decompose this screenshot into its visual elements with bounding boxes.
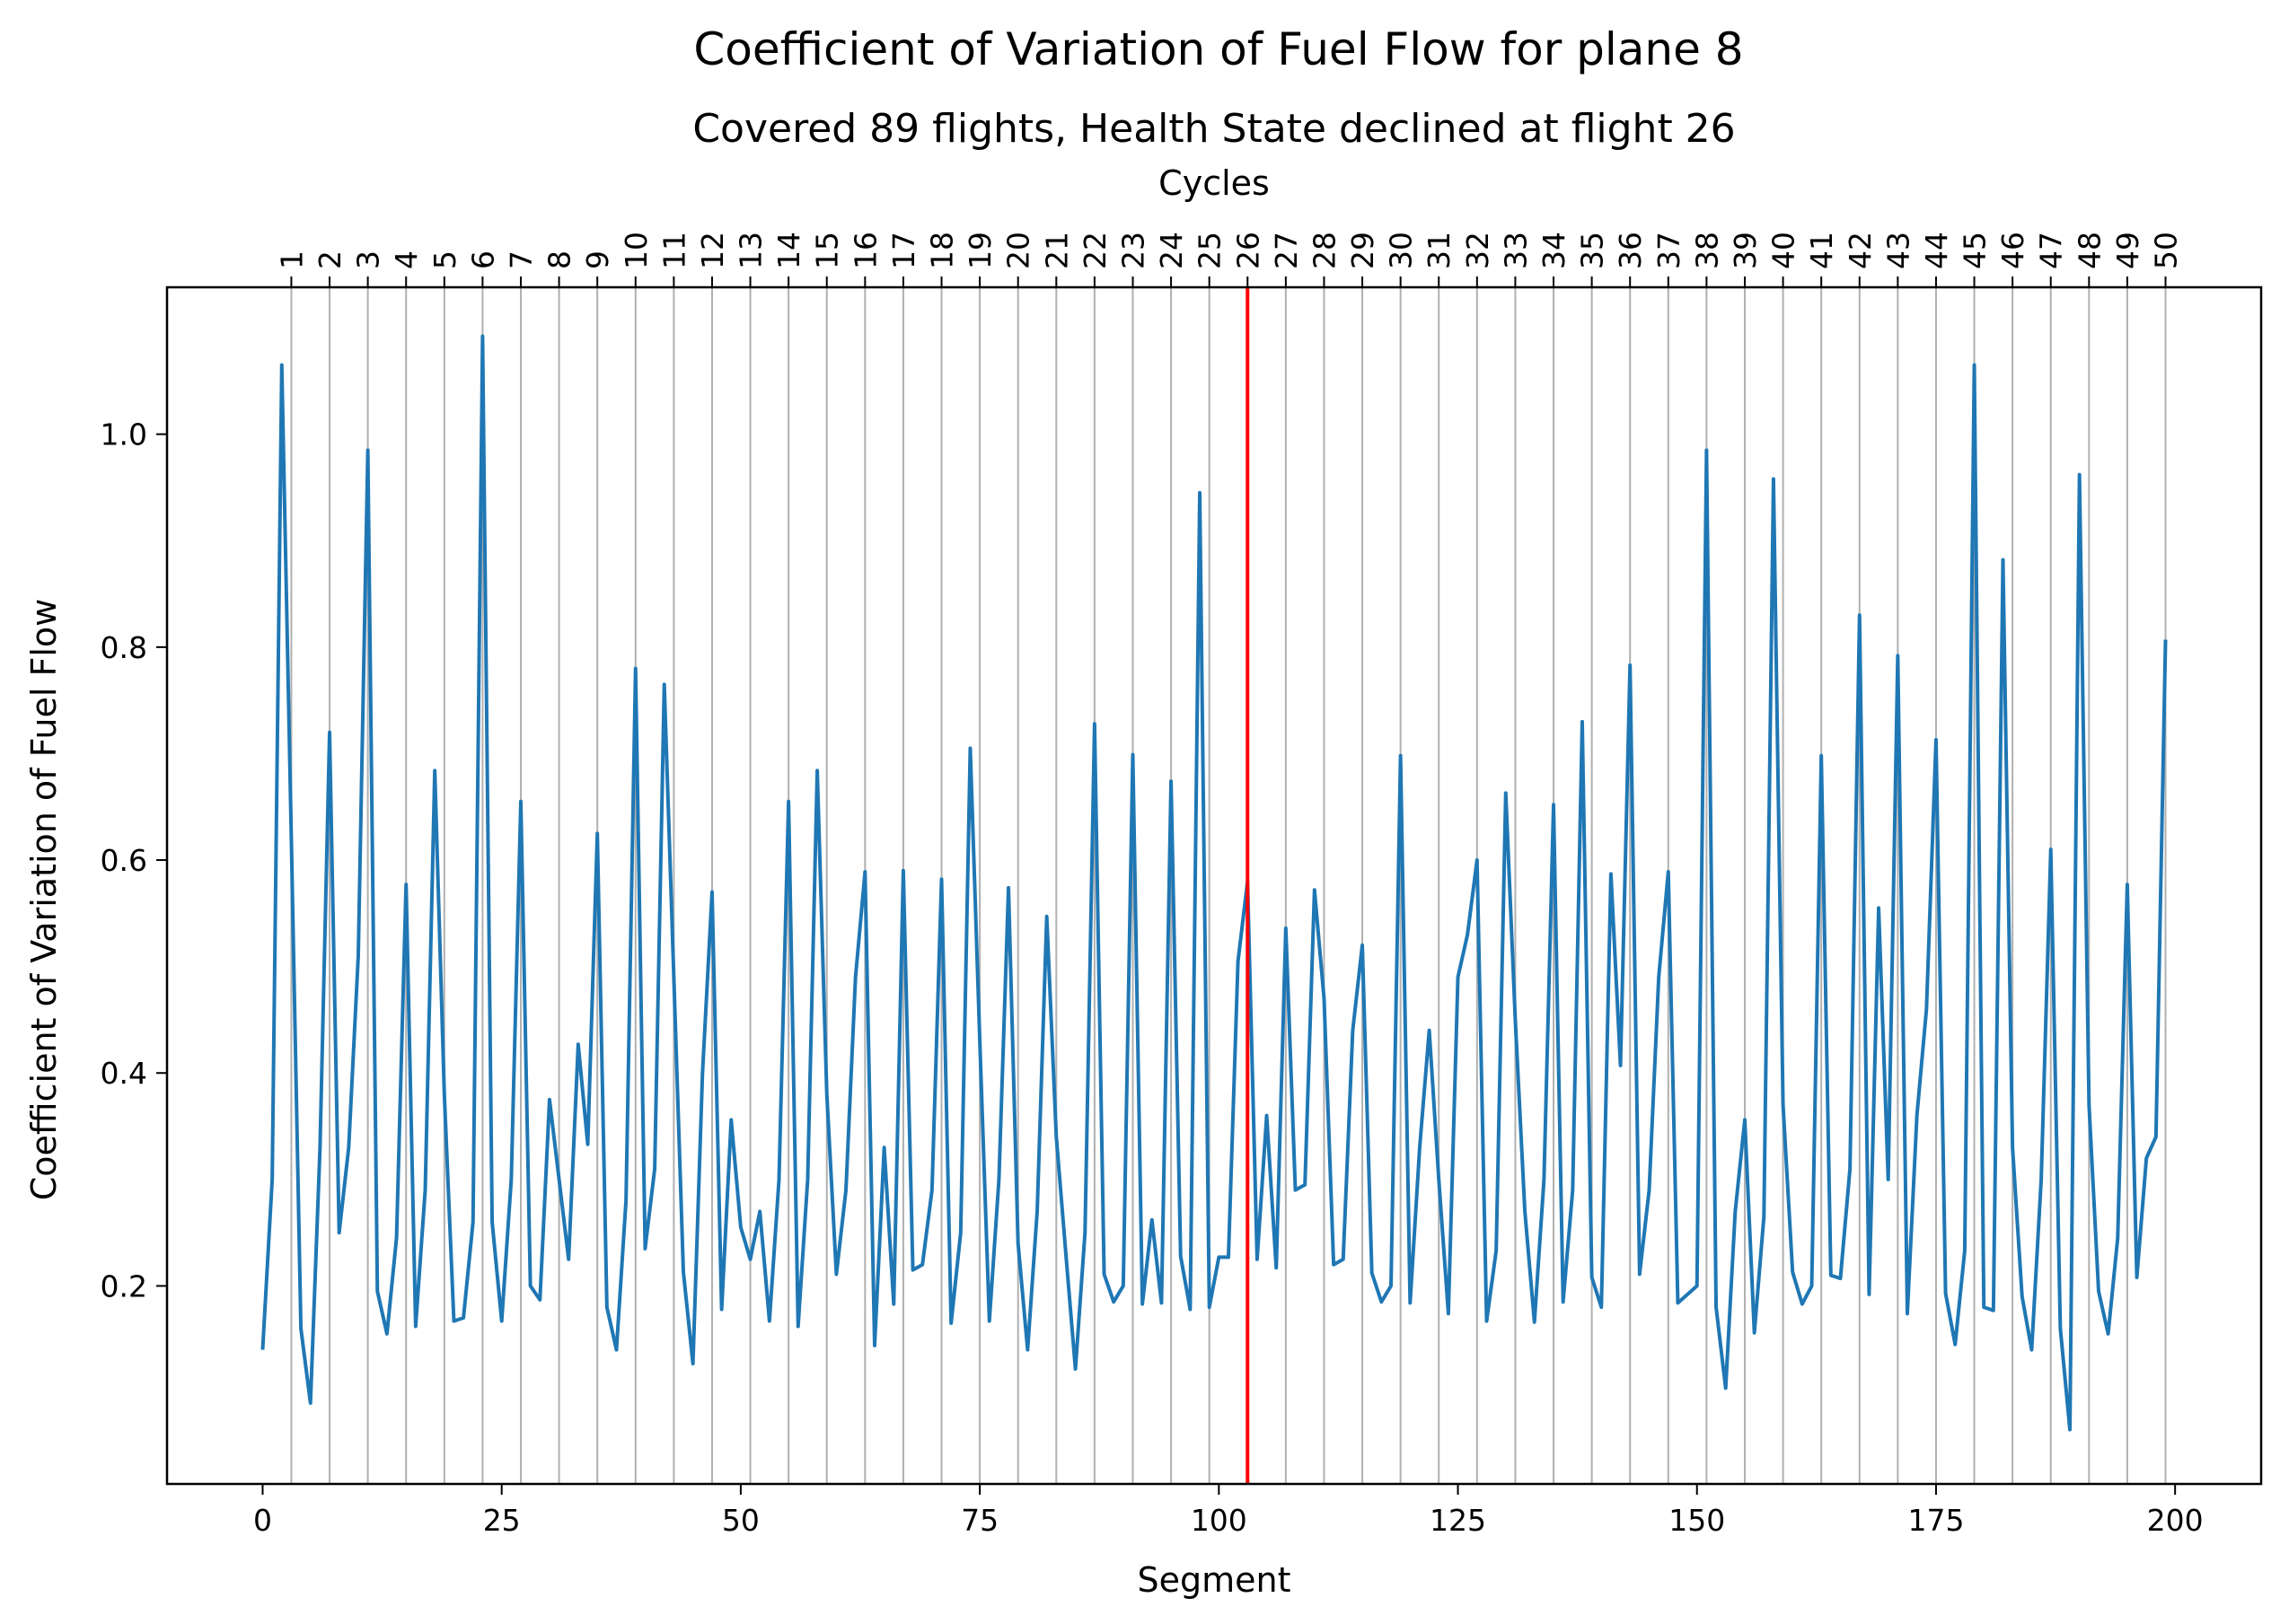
top-tick-label: 10 — [619, 232, 654, 269]
x-tick-label: 100 — [1191, 1503, 1247, 1538]
top-tick-label: 18 — [925, 232, 960, 269]
top-tick-label: 3 — [351, 250, 386, 269]
x-tick-label: 150 — [1668, 1503, 1725, 1538]
cycle-grid — [290, 287, 2167, 1484]
top-tick-label: 19 — [963, 232, 998, 269]
top-tick-label: 23 — [1115, 232, 1150, 269]
top-tick-label: 15 — [810, 232, 845, 269]
top-tick-label: 25 — [1193, 232, 1228, 269]
x-ticks: 0 25 50 75 100 125 150 175 200 — [253, 1484, 2204, 1538]
top-tick-label: 27 — [1269, 232, 1304, 269]
top-tick-label: 46 — [1995, 232, 2030, 269]
top-tick-label: 32 — [1460, 232, 1495, 269]
top-tick-label: 42 — [1843, 232, 1878, 269]
top-tick-label: 43 — [1880, 232, 1915, 269]
top-tick-label: 14 — [771, 232, 806, 269]
top-tick-label: 40 — [1766, 232, 1801, 269]
y-tick-label: 0.2 — [101, 1268, 147, 1304]
x-tick-label: 0 — [253, 1503, 272, 1538]
x-tick-label: 75 — [961, 1503, 999, 1538]
top-tick-label: 4 — [389, 250, 424, 269]
top-tick-label: 9 — [580, 250, 615, 269]
top-tick-label: 11 — [656, 232, 691, 269]
top-tick-label: 31 — [1422, 232, 1457, 269]
top-tick-label: 26 — [1230, 232, 1265, 269]
top-tick-label: 45 — [1958, 232, 1993, 269]
top-tick-label: 1 — [274, 250, 309, 269]
top-tick-label: 28 — [1307, 232, 1342, 269]
top-tick-label: 49 — [2110, 232, 2145, 269]
top-tick-label: 8 — [542, 250, 577, 269]
x-tick-label: 175 — [1907, 1503, 1964, 1538]
top-tick-label: 33 — [1498, 232, 1533, 269]
x-tick-label: 200 — [2147, 1503, 2204, 1538]
x-tick-label: 50 — [722, 1503, 760, 1538]
top-tick-label: 39 — [1728, 232, 1763, 269]
top-tick-label: 30 — [1384, 232, 1419, 269]
y-tick-label: 0.4 — [101, 1056, 147, 1091]
top-tick-label: 29 — [1345, 232, 1380, 269]
y-ticks: 0.2 0.4 0.6 0.8 1.0 — [101, 417, 167, 1304]
top-tick-label: 37 — [1651, 232, 1686, 269]
top-tick-label: 35 — [1575, 232, 1610, 269]
top-tick-label: 22 — [1078, 232, 1113, 269]
top-tick-label: 2 — [313, 250, 348, 269]
top-tick-label: 48 — [2072, 232, 2107, 269]
top-tick-label: 20 — [1001, 232, 1036, 269]
chart-title: Coefficient of Variation of Fuel Flow fo… — [693, 23, 1743, 75]
top-axis-label: Cycles — [1158, 163, 1270, 203]
chart-subtitle: Covered 89 flights, Health State decline… — [692, 106, 1735, 152]
top-tick-label: 12 — [695, 232, 730, 269]
top-tick-label: 34 — [1536, 232, 1571, 269]
top-tick-label: 17 — [886, 232, 921, 269]
top-cycle-ticks: 1 2 3 4 5 6 7 8 9 10 11 12 13 14 15 16 17 18 19 20 21 22 23 24 2… — [274, 232, 2184, 287]
top-tick-label: 44 — [1919, 232, 1954, 269]
plot-frame — [165, 285, 2263, 1486]
y-tick-label: 0.6 — [101, 843, 147, 878]
top-tick-label: 6 — [465, 250, 500, 269]
y-tick-label: 0.8 — [101, 630, 147, 665]
y-axis-label: Coefficient of Variation of Fuel Flow — [24, 599, 64, 1201]
top-tick-label: 13 — [734, 232, 769, 269]
top-tick-label: 7 — [504, 250, 539, 269]
x-axis-label: Segment — [1138, 1560, 1291, 1600]
top-tick-label: 16 — [848, 232, 883, 269]
series-line — [260, 334, 2168, 1432]
top-tick-label: 38 — [1689, 232, 1724, 269]
top-tick-label: 41 — [1804, 232, 1839, 269]
x-tick-label: 125 — [1430, 1503, 1486, 1538]
top-tick-label: 24 — [1154, 232, 1189, 269]
x-tick-label: 25 — [483, 1503, 521, 1538]
top-tick-label: 36 — [1613, 232, 1648, 269]
top-tick-label: 50 — [2149, 232, 2184, 269]
top-tick-label: 47 — [2034, 232, 2069, 269]
top-tick-label: 5 — [427, 250, 462, 269]
y-tick-label: 1.0 — [101, 417, 147, 452]
top-tick-label: 21 — [1039, 232, 1074, 269]
series-layer — [260, 334, 2168, 1432]
